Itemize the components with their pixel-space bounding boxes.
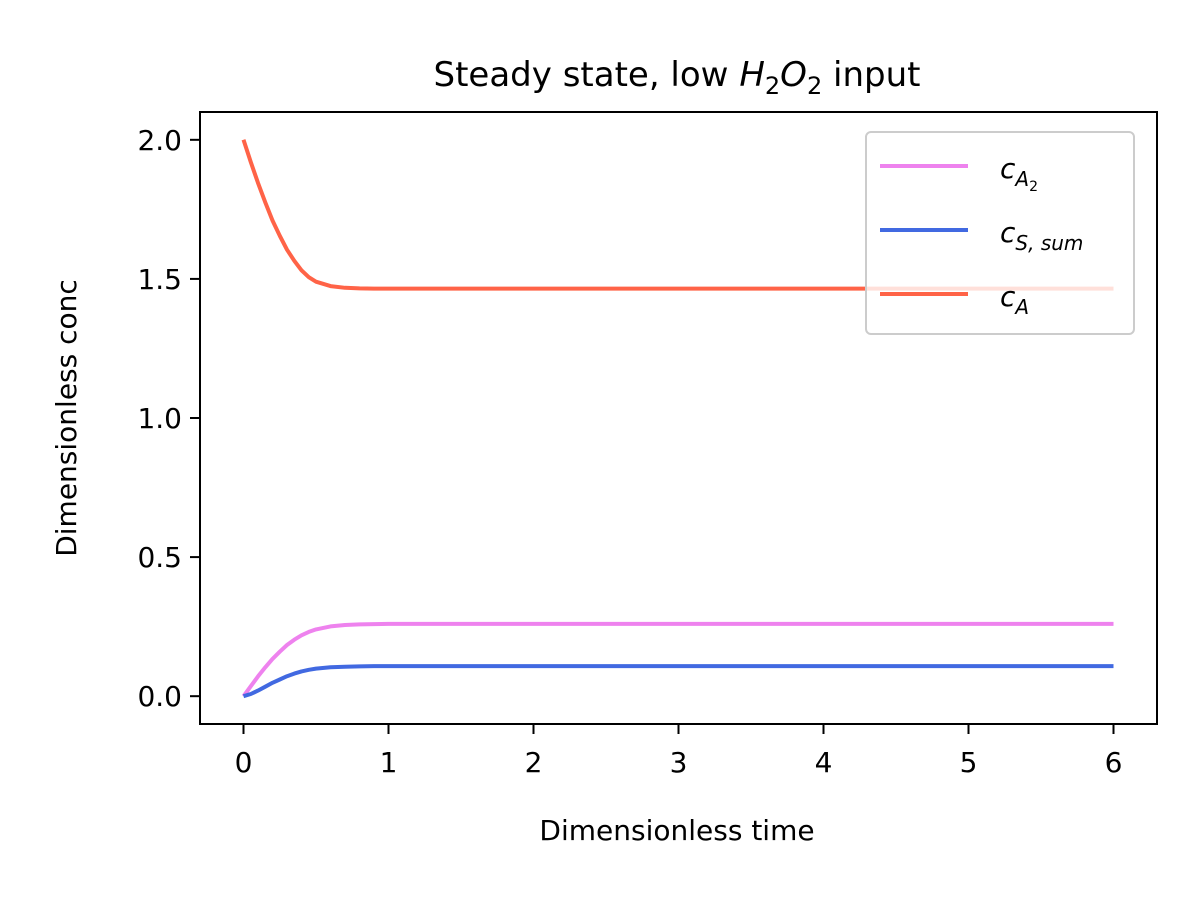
plot-area: 0 1 2 3 4 5 6 0.0 0.5 1.0 1.5 2.0 cA2 cS, sum cA (137, 111, 1158, 779)
x-tick-label: 1 (380, 746, 398, 779)
x-tick-label: 3 (670, 746, 688, 779)
legend-label-cA2: cA2 (1000, 152, 1038, 195)
x-tick-label: 0 (235, 746, 253, 779)
x-tick-label: 4 (815, 746, 833, 779)
y-tick-label: 0.0 (137, 680, 182, 713)
legend-label-cA: cA (1000, 280, 1029, 319)
y-tick-label: 1.5 (137, 263, 182, 296)
x-tick-label: 5 (960, 746, 978, 779)
y-tick-label: 1.0 (137, 402, 182, 435)
series-line-cSsum (242, 664, 1114, 699)
legend: cA2 cS, sum cA (865, 131, 1135, 335)
series-line-cA (241, 139, 1114, 291)
legend-label-cSsum: cS, sum (1000, 216, 1083, 255)
x-tick-label: 6 (1105, 746, 1123, 779)
y-tick-label: 0.5 (137, 541, 182, 574)
legend-box (865, 131, 1135, 335)
y-axis-label: Dimensionless conc (50, 279, 83, 557)
x-axis-label: Dimensionless time (539, 814, 814, 847)
x-tick-label: 2 (525, 746, 543, 779)
series-line-cA2 (241, 621, 1114, 698)
chart-title: Steady state, low H2O2 input (434, 55, 921, 100)
y-tick-label: 2.0 (137, 124, 182, 157)
